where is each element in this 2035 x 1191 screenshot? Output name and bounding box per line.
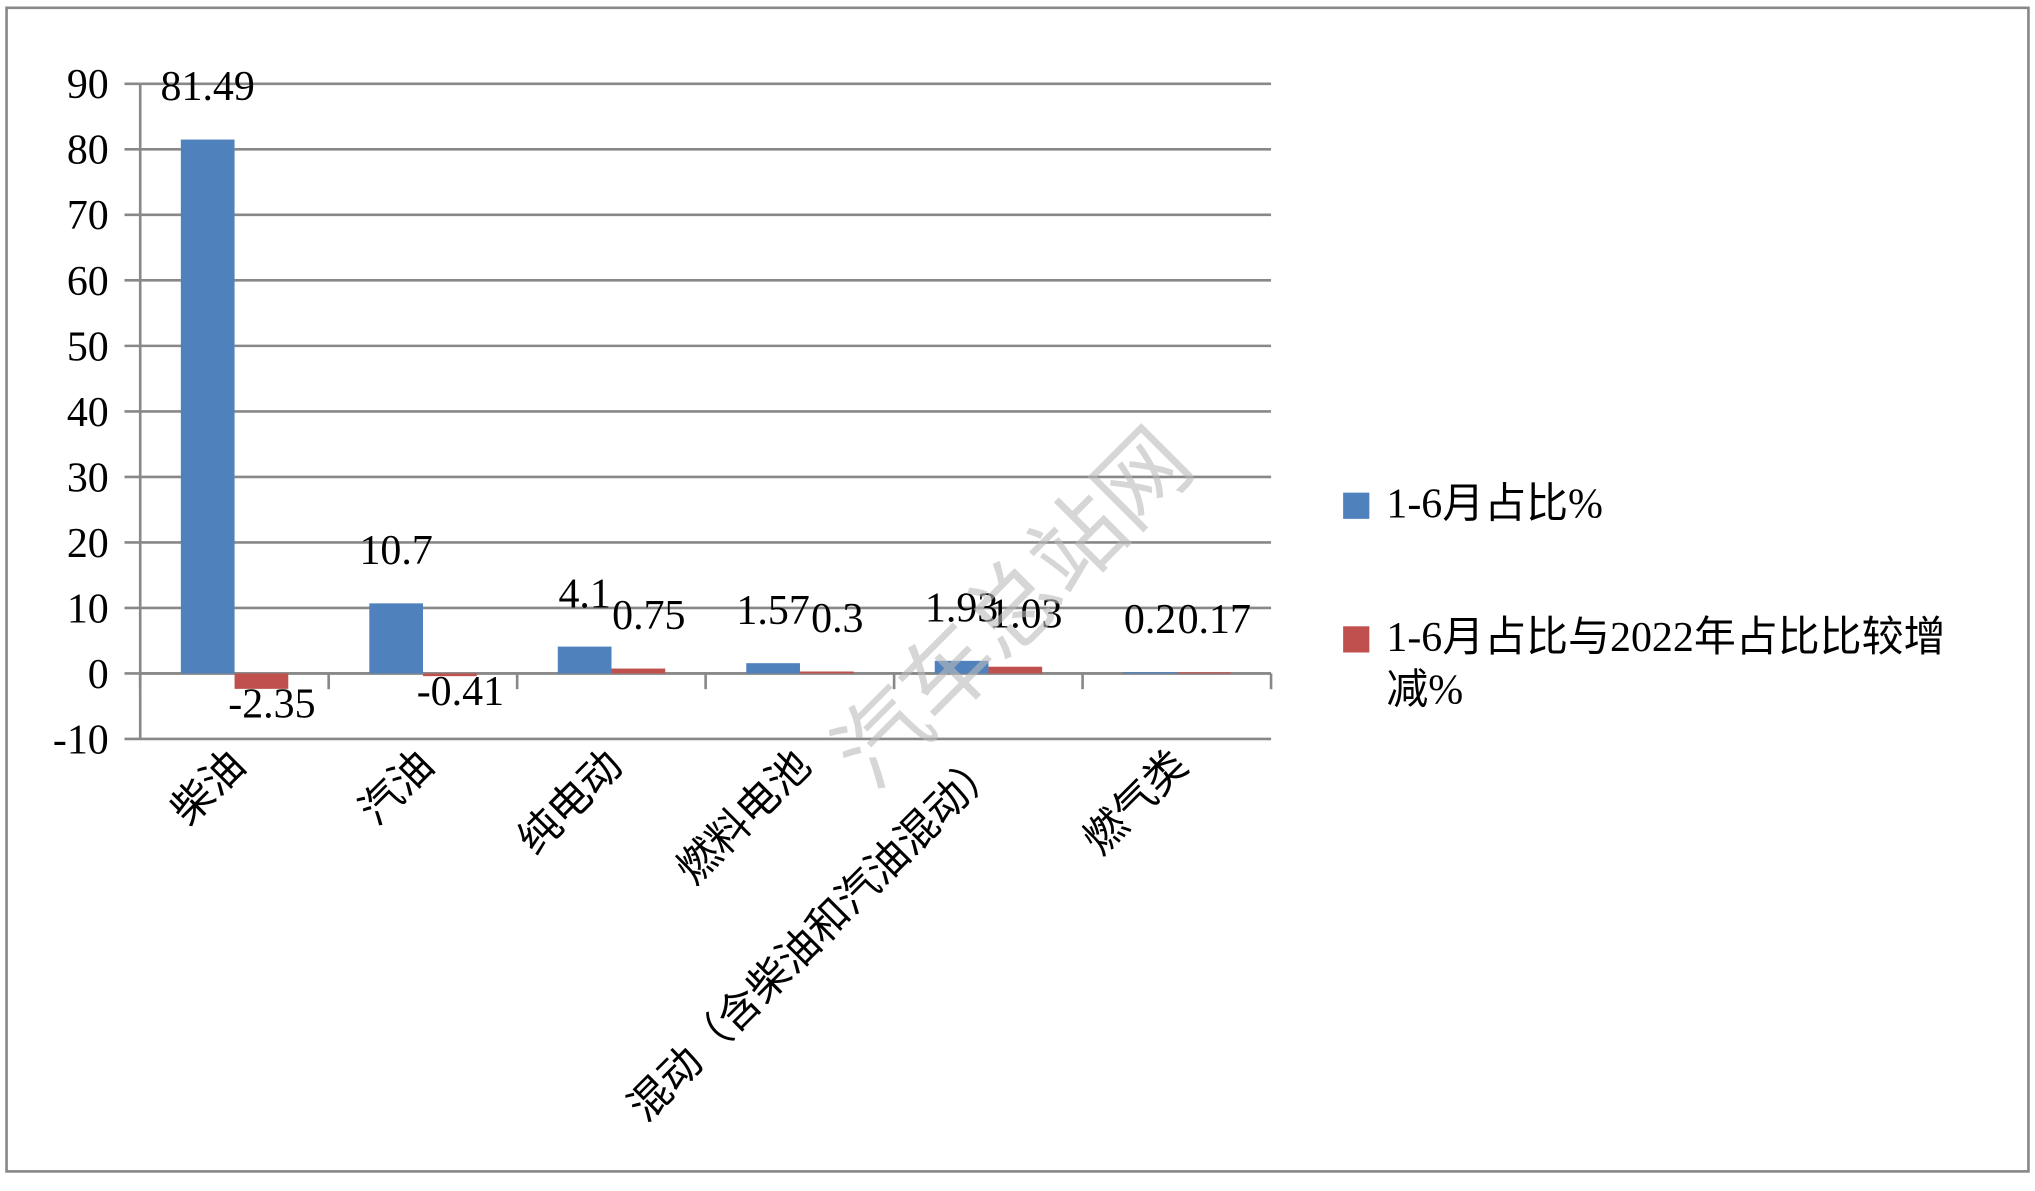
bar bbox=[234, 673, 289, 689]
data-label: 4.1 bbox=[558, 571, 610, 617]
y-tick-label: 80 bbox=[67, 128, 109, 174]
bar bbox=[799, 671, 854, 674]
bar bbox=[423, 673, 477, 677]
y-tick-label: 20 bbox=[67, 521, 109, 567]
bar bbox=[934, 660, 989, 674]
bar bbox=[988, 666, 1043, 674]
bar bbox=[611, 668, 666, 674]
bar bbox=[557, 646, 612, 674]
data-label: 0.2 bbox=[1124, 597, 1176, 643]
y-tick-label: -10 bbox=[53, 717, 109, 763]
legend-swatch bbox=[1343, 626, 1370, 653]
bar bbox=[746, 663, 800, 674]
legend-label: 1-6月占比% bbox=[1386, 479, 1604, 527]
y-tick-label: 70 bbox=[67, 193, 109, 239]
data-label: 1.03 bbox=[989, 591, 1062, 637]
bar bbox=[1176, 672, 1231, 674]
data-label: -2.35 bbox=[228, 682, 315, 728]
chart-border bbox=[5, 6, 2030, 1173]
data-label: -0.41 bbox=[417, 669, 504, 715]
legend-item: 1-6月占比与2022年占比比较增减% bbox=[1386, 613, 1946, 713]
data-label: 1.57 bbox=[736, 588, 809, 634]
data-label: 0.3 bbox=[811, 596, 863, 642]
y-tick-label: 0 bbox=[88, 652, 109, 698]
y-tick-label: 50 bbox=[67, 324, 109, 370]
bar bbox=[1123, 672, 1177, 674]
data-label: 10.7 bbox=[359, 528, 432, 574]
legend-item: 1-6月占比% bbox=[1386, 479, 1604, 527]
legend-label: 1-6月占比与2022年占比比较增减% bbox=[1386, 613, 1946, 713]
data-label: 0.17 bbox=[1178, 597, 1251, 643]
y-tick-label: 60 bbox=[67, 259, 109, 305]
bar bbox=[369, 603, 424, 674]
data-label: 0.75 bbox=[612, 593, 685, 639]
legend-swatch bbox=[1343, 492, 1370, 519]
y-tick-label: 40 bbox=[67, 390, 109, 436]
bar bbox=[180, 139, 235, 674]
y-tick-label: 30 bbox=[67, 455, 109, 501]
data-label: 1.93 bbox=[925, 586, 998, 632]
y-tick-label: 90 bbox=[67, 62, 109, 108]
data-label: 81.49 bbox=[161, 64, 255, 110]
y-tick-label: 10 bbox=[67, 586, 109, 632]
